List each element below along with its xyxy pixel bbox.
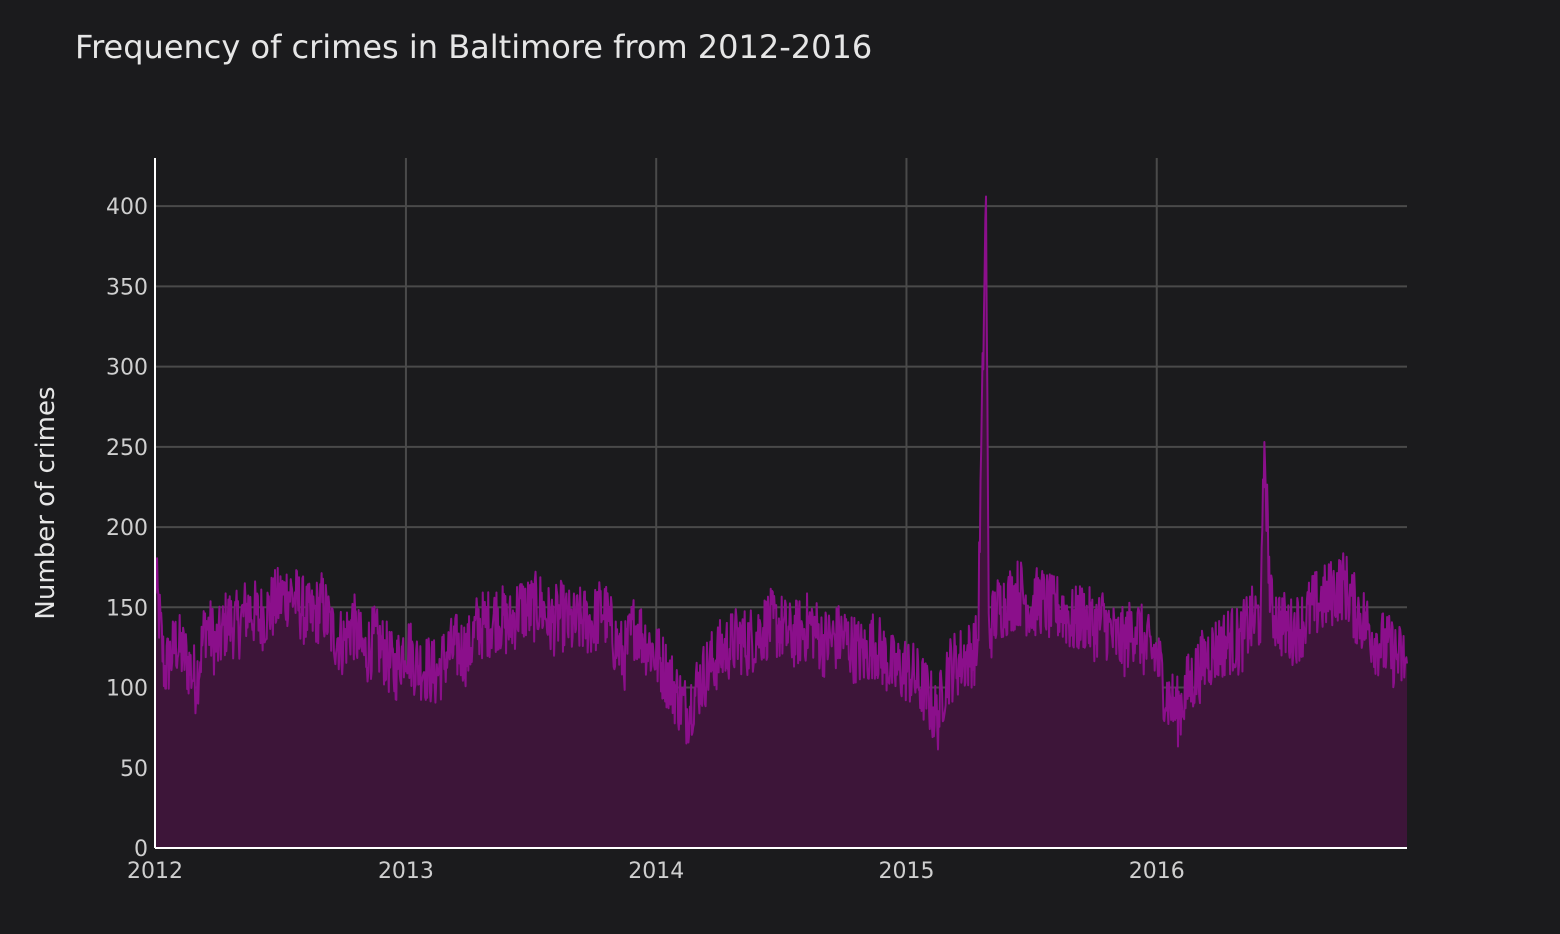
y-tick-label-250: 250 bbox=[106, 436, 148, 461]
y-tick-label-200: 200 bbox=[106, 516, 148, 541]
x-tick-label-2015: 2015 bbox=[878, 859, 934, 884]
x-tick-label-2013: 2013 bbox=[378, 859, 434, 884]
chart-title: Frequency of crimes in Baltimore from 20… bbox=[75, 28, 872, 66]
area-group bbox=[154, 195, 1408, 848]
x-tick-label-2014: 2014 bbox=[628, 859, 684, 884]
y-tick-label-50: 50 bbox=[120, 757, 148, 782]
y-axis-label: Number of crimes bbox=[31, 386, 61, 619]
axis-group bbox=[154, 158, 1407, 849]
x-tick-label-2016: 2016 bbox=[1129, 859, 1185, 884]
y-tick-label-350: 350 bbox=[106, 275, 148, 300]
ticks-group: 0 50 100 150 200 250 300 350 400 2012 2013 2014 2015… bbox=[106, 195, 1185, 884]
y-tick-label-0: 0 bbox=[134, 837, 148, 862]
y-tick-label-300: 300 bbox=[106, 356, 148, 381]
x-tick-label-2012: 2012 bbox=[127, 859, 183, 884]
y-tick-label-100: 100 bbox=[106, 677, 148, 702]
series-line bbox=[154, 195, 1408, 751]
y-tick-label-400: 400 bbox=[106, 195, 148, 220]
y-tick-label-150: 150 bbox=[106, 596, 148, 621]
series-area-fill bbox=[155, 196, 1407, 848]
